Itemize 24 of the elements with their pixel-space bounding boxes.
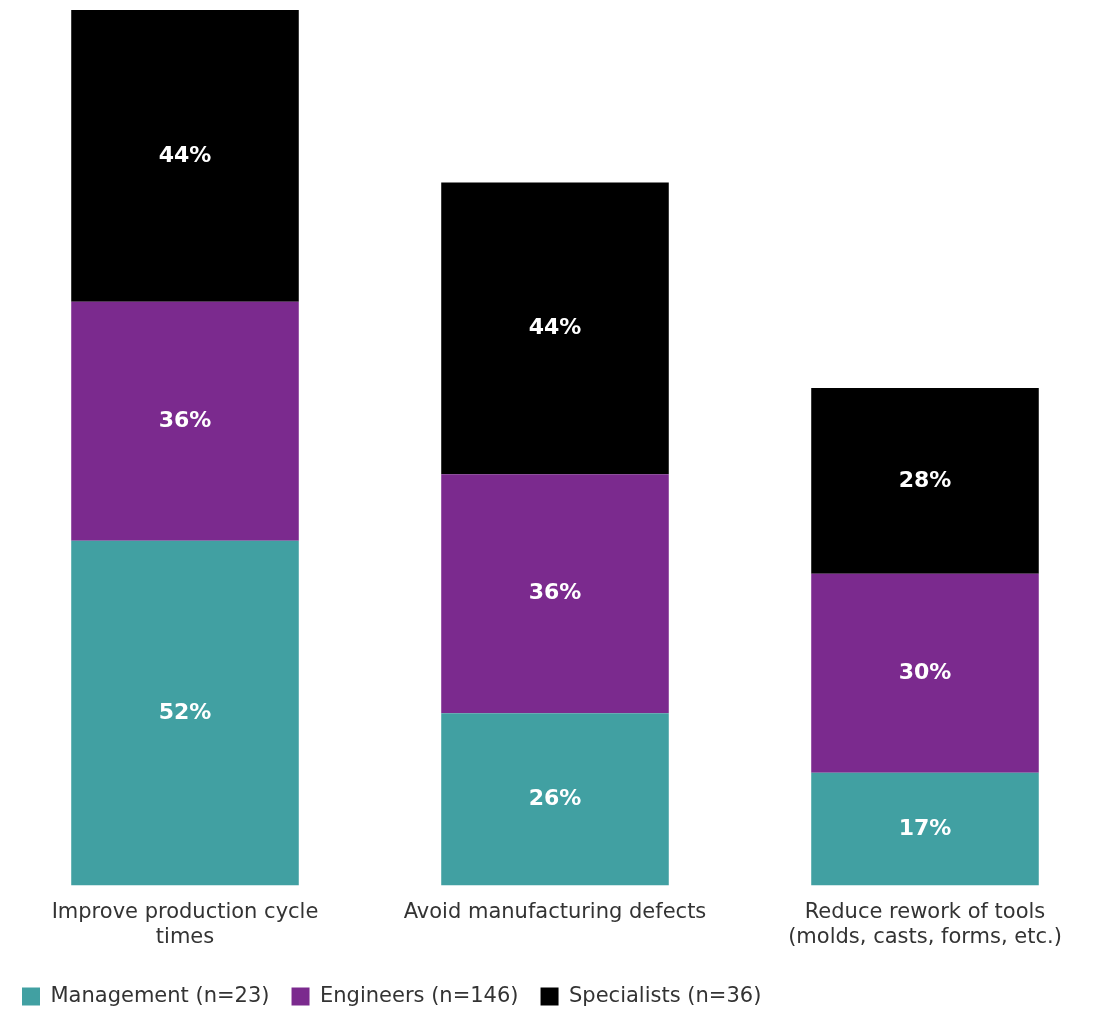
bar — [441, 474, 669, 714]
bar — [71, 540, 299, 886]
data-label: 36% — [528, 579, 582, 605]
data-label: 30% — [898, 659, 952, 685]
bar — [811, 573, 1039, 773]
bar — [441, 713, 669, 886]
legend-label: Specialists (n=36) — [569, 982, 762, 1007]
bar — [71, 301, 299, 541]
bar — [811, 388, 1039, 574]
x-tick-label: Reduce rework of tools (molds, casts, forms, etc.) — [788, 898, 1062, 948]
bar — [811, 772, 1039, 886]
x-tick-label: Avoid manufacturing defects — [403, 898, 707, 923]
bar — [71, 10, 299, 302]
data-label: 44% — [158, 141, 212, 167]
x-tick-label: Improve production cycle times — [51, 898, 319, 948]
data-label: 28% — [898, 466, 952, 492]
legend-label: Management (n=23) — [50, 982, 270, 1007]
bar — [441, 182, 669, 475]
data-label: 17% — [898, 814, 952, 840]
data-label: 44% — [528, 314, 582, 340]
data-label: 52% — [158, 698, 212, 724]
legend-label: Engineers (n=146) — [320, 982, 519, 1007]
data-label: 36% — [158, 406, 212, 432]
data-label: 26% — [528, 785, 582, 811]
